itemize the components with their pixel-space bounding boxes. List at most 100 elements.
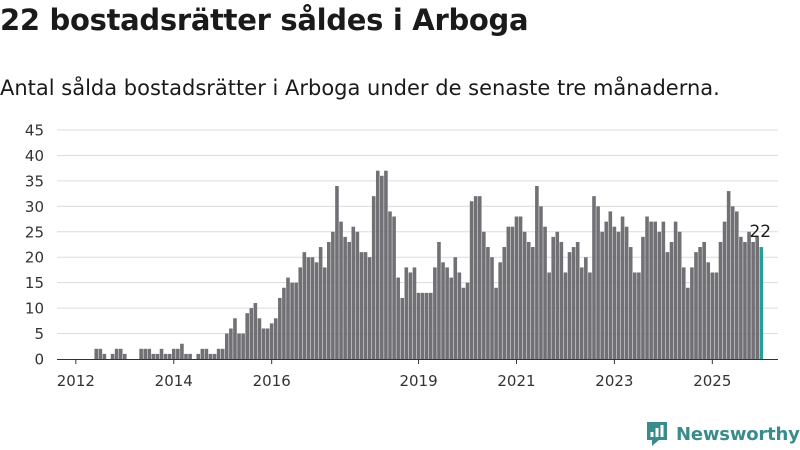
bar [180,343,184,359]
bar [327,241,331,359]
bar [351,226,356,359]
bar [616,231,621,359]
y-tick-label: 40 [25,147,44,165]
bar [151,353,156,359]
newsworthy-icon [647,422,667,446]
bar [735,211,739,359]
y-tick-label: 5 [34,325,44,343]
bar [457,272,462,359]
bar [690,267,694,359]
bar [429,292,433,359]
bar [661,221,666,359]
bar [498,262,502,359]
bar [543,226,547,359]
bar [669,241,674,359]
bar [506,226,511,359]
bar [94,348,99,359]
bar [510,226,515,359]
bar [649,221,653,359]
bar [237,333,241,359]
bar [477,196,482,359]
bar [314,262,319,359]
bar [384,170,388,359]
bar [225,333,229,359]
bar [171,348,176,359]
bar [645,216,649,359]
bar [396,277,400,359]
bar [714,272,719,359]
bar [637,272,641,359]
bar [751,241,755,359]
brand-name: Newsworthy [676,423,800,445]
bar [392,216,396,359]
bar [579,267,584,359]
bar [367,257,372,359]
bar [286,277,290,359]
bar [567,252,572,359]
bar [184,353,188,359]
bar [188,353,192,359]
bar [494,287,498,359]
bar [245,313,249,359]
bar [102,353,107,359]
bar [747,231,751,359]
chart-subtitle: Antal sålda bostadsrätter i Arboga under… [0,76,720,100]
x-tick-label: 2012 [57,372,95,390]
bar [571,247,576,359]
y-tick-label: 45 [25,122,44,140]
bar [98,348,103,359]
bar [469,201,474,359]
bar [604,221,609,359]
bar [437,241,441,359]
bar [665,252,670,359]
bar [600,231,604,359]
bar [363,252,368,359]
bar [371,196,376,359]
bar [657,231,662,359]
x-tick-label: 2025 [693,372,731,390]
bar [339,221,343,359]
bar [159,348,164,359]
bar [216,348,221,359]
bar [118,348,123,359]
y-tick-label: 25 [25,223,44,241]
bar [261,328,266,359]
bar [114,348,119,359]
x-tick-label: 2016 [253,372,291,390]
bar [335,185,339,359]
bar-highlight [759,247,764,359]
bar [555,231,560,359]
bar [522,231,527,359]
bar [298,267,303,359]
bar [726,191,731,359]
bar [302,252,307,359]
bar [424,292,429,359]
bar [722,221,727,359]
bar [331,231,335,359]
bar [322,267,327,359]
bar [167,353,172,359]
bar [596,206,600,359]
bar [755,236,759,359]
bar [694,252,698,359]
bar [359,252,364,359]
bar [441,262,445,359]
bar [253,303,258,359]
bar [612,226,617,359]
y-tick-label: 15 [25,274,44,292]
bar [143,348,147,359]
x-tick-label: 2019 [399,372,437,390]
bar [547,272,551,359]
bar [698,247,702,359]
bar [375,170,380,359]
bar [269,323,274,359]
bar [739,236,743,359]
bar [123,353,127,359]
bar [584,257,588,359]
bar [229,328,233,359]
bar [273,318,278,359]
bar [465,282,470,359]
bar [531,247,535,359]
bar [628,247,633,359]
x-tick-label: 2021 [497,372,535,390]
